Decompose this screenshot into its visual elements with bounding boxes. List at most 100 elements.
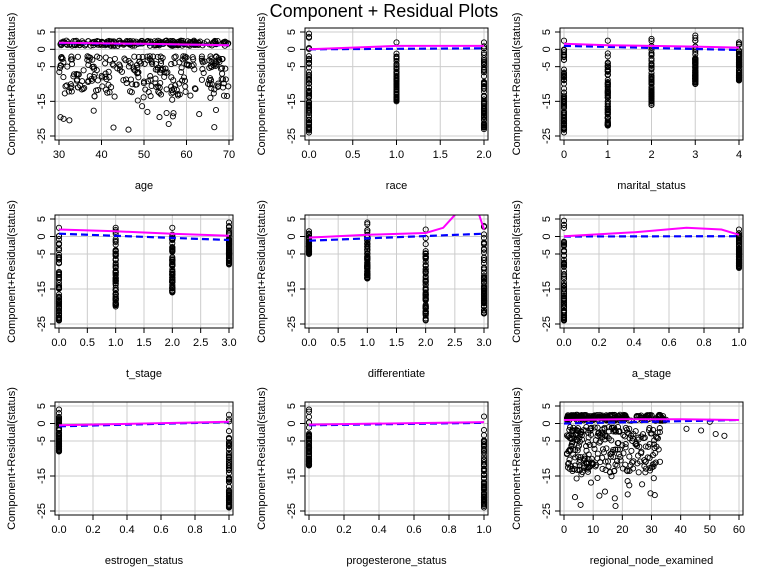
data-point [112, 264, 119, 271]
data-point [393, 95, 400, 102]
data-point [604, 85, 611, 92]
data-point [577, 501, 584, 508]
data-point [656, 458, 664, 465]
y-tick-label: 0 [286, 46, 298, 52]
data-point [94, 53, 101, 60]
data-point [735, 56, 743, 64]
data-point [112, 301, 119, 308]
y-tick-label: 5 [286, 403, 298, 409]
x-tick-label: 60 [733, 524, 745, 536]
data-point [712, 430, 719, 438]
data-point [180, 53, 187, 60]
data-point [623, 467, 630, 474]
y-tick-label: 0 [36, 233, 48, 239]
data-point [128, 89, 135, 96]
x-tick-label: 1 [605, 149, 611, 161]
data-point [196, 111, 203, 118]
data-point [480, 269, 488, 276]
y-tick-label: 5 [36, 403, 48, 409]
data-point [648, 64, 655, 71]
data-point [305, 64, 313, 71]
y-tick-label: 0 [286, 420, 298, 426]
data-point [305, 406, 313, 413]
data-point [305, 248, 313, 255]
data-point [90, 107, 97, 114]
data-point [735, 245, 743, 252]
data-point [89, 56, 96, 63]
data-point [630, 458, 637, 465]
y-tick-label: 0 [541, 420, 553, 426]
data-point [55, 414, 63, 421]
data-point [604, 114, 611, 121]
data-point [735, 39, 743, 46]
data-point [560, 224, 568, 231]
data-point [56, 68, 63, 76]
panel-differentiate: 0.0 0.5 1.0 1.5 2.0 2.5 3.0 5 0 -5 -15 -25 different… [256, 200, 492, 380]
data-point [305, 121, 313, 128]
data-point [635, 452, 642, 459]
data-point [609, 448, 616, 456]
data-point [222, 65, 229, 72]
x-tick-label: 0.0 [556, 337, 571, 349]
data-point [692, 56, 699, 63]
data-point [106, 57, 114, 64]
y-axis-label: Component+Residual(status) [511, 200, 523, 343]
data-point [122, 57, 129, 64]
data-point [560, 66, 568, 73]
data-point [218, 75, 225, 82]
data-point [149, 60, 156, 68]
y-tick-label: -25 [36, 316, 48, 332]
data-point [87, 54, 94, 61]
data-point [480, 109, 488, 116]
data-point [735, 77, 743, 84]
data-point [599, 415, 606, 422]
panel-t-stage: 0.0 0.5 1.0 1.5 2.0 2.5 3.0 5 0 -5 -15 -25 t_stage Co… [6, 200, 237, 380]
data-point [648, 94, 655, 102]
data-point [422, 317, 429, 324]
y-tick-label: 5 [286, 29, 298, 35]
x-tick-label: 2.0 [476, 149, 491, 161]
data-point [90, 63, 97, 70]
data-point [422, 277, 429, 284]
data-point [480, 450, 488, 457]
data-point [58, 54, 65, 61]
data-point [480, 96, 488, 103]
data-point [225, 250, 233, 257]
chart-title: Component + Residual Plots [270, 1, 499, 21]
data-point [629, 435, 636, 442]
data-point [572, 454, 579, 461]
data-point [169, 278, 176, 286]
data-point [225, 224, 233, 231]
x-tick-label: 0.8 [187, 524, 202, 536]
data-point [81, 84, 88, 92]
data-point [225, 235, 233, 242]
x-tick-label: 1.0 [389, 149, 404, 161]
data-point [158, 57, 165, 64]
data-point [60, 74, 67, 81]
data-point [64, 63, 71, 70]
data-point [480, 466, 488, 473]
data-point [648, 81, 655, 88]
data-point [144, 108, 151, 115]
data-point [169, 275, 176, 282]
data-point [480, 60, 488, 67]
data-point [651, 492, 658, 499]
data-point [480, 122, 488, 129]
x-tick-label: 3.0 [476, 337, 491, 349]
data-point [112, 252, 119, 260]
data-point [422, 284, 429, 291]
points [560, 32, 743, 136]
data-point [648, 46, 655, 53]
data-point [219, 84, 227, 91]
data-point [225, 452, 233, 459]
data-point [55, 410, 63, 417]
points [305, 406, 488, 511]
data-point [579, 412, 587, 420]
data-point [560, 271, 568, 278]
y-tick-label: -15 [36, 93, 48, 109]
x-tick-label: 0.6 [661, 337, 676, 349]
data-point [563, 451, 571, 458]
data-point [560, 248, 568, 255]
smooth-line [563, 42, 740, 49]
data-point [735, 74, 743, 81]
